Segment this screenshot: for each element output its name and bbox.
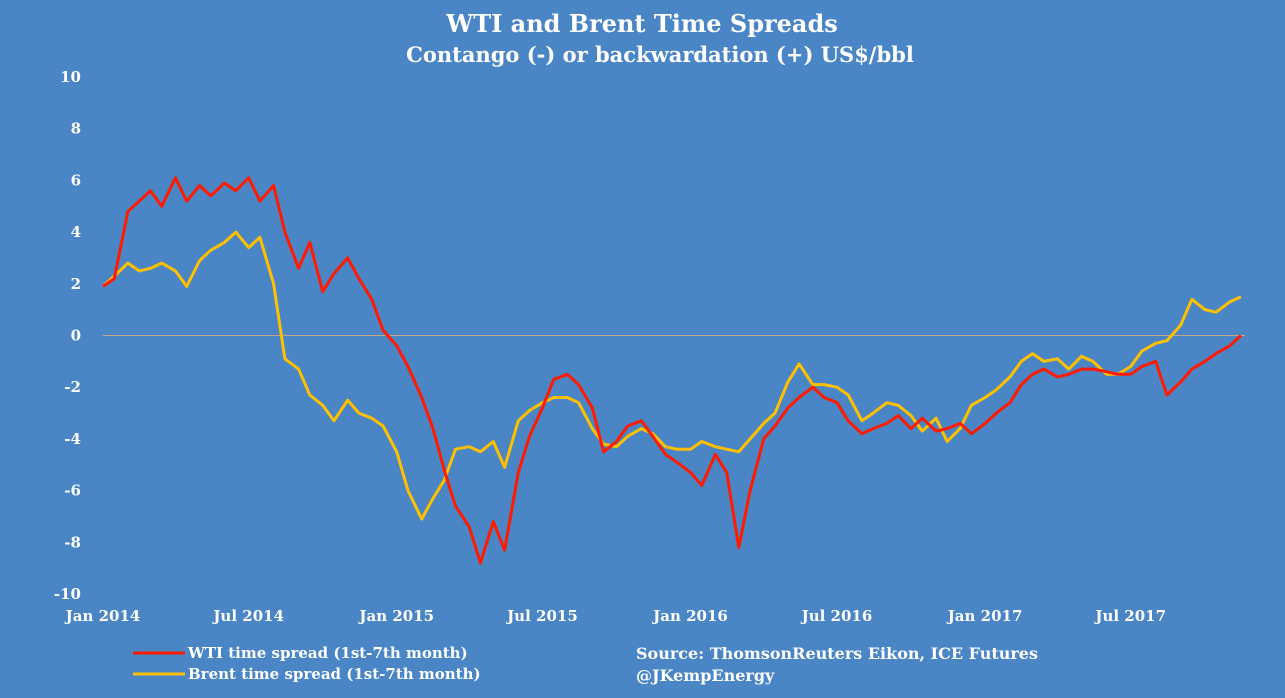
source-note: Source: ThomsonReuters Eikon, ICE Future… xyxy=(636,644,1038,663)
y-axis-ticks: 10 8 6 4 2 0 -2 -4 -6 -8 -10 xyxy=(54,68,81,603)
y-tick-label: 0 xyxy=(71,327,81,345)
wti-series-line xyxy=(102,176,1243,565)
y-tick-label: -2 xyxy=(64,378,81,396)
x-tick-label: Jan 2017 xyxy=(946,607,1023,625)
y-tick-label: 8 xyxy=(71,120,81,138)
brent-series-line xyxy=(101,230,1242,521)
chart-title: WTI and Brent Time Spreads xyxy=(445,9,838,38)
y-tick-label: 4 xyxy=(71,223,81,241)
x-tick-label: Jul 2016 xyxy=(800,607,873,625)
x-axis-ticks: Jan 2014 Jul 2014 Jan 2015 Jul 2015 Jan 2016… xyxy=(64,607,1166,625)
author-credit: @JKempEnergy xyxy=(636,666,775,685)
y-tick-label: 6 xyxy=(71,171,81,189)
y-tick-label: -4 xyxy=(64,430,81,448)
y-tick-label: 2 xyxy=(71,275,81,293)
x-tick-label: Jan 2015 xyxy=(357,607,434,625)
x-tick-label: Jul 2014 xyxy=(211,607,284,625)
legend-label-wti: WTI time spread (1st-7th month) xyxy=(187,644,468,662)
y-tick-label: 10 xyxy=(60,68,81,86)
legend-label-brent: Brent time spread (1st-7th month) xyxy=(188,665,481,683)
y-tick-label: -8 xyxy=(64,533,81,551)
series-lines xyxy=(101,176,1243,565)
y-tick-label: -6 xyxy=(64,482,81,500)
x-tick-label: Jan 2014 xyxy=(64,607,141,625)
x-tick-label: Jul 2017 xyxy=(1093,607,1166,625)
x-tick-label: Jan 2016 xyxy=(651,607,728,625)
y-tick-label: -10 xyxy=(54,585,81,603)
legend: WTI time spread (1st-7th month) Brent ti… xyxy=(133,644,481,683)
x-tick-label: Jul 2015 xyxy=(505,607,578,625)
chart-subtitle: Contango (-) or backwardation (+) US$/bb… xyxy=(406,42,914,67)
